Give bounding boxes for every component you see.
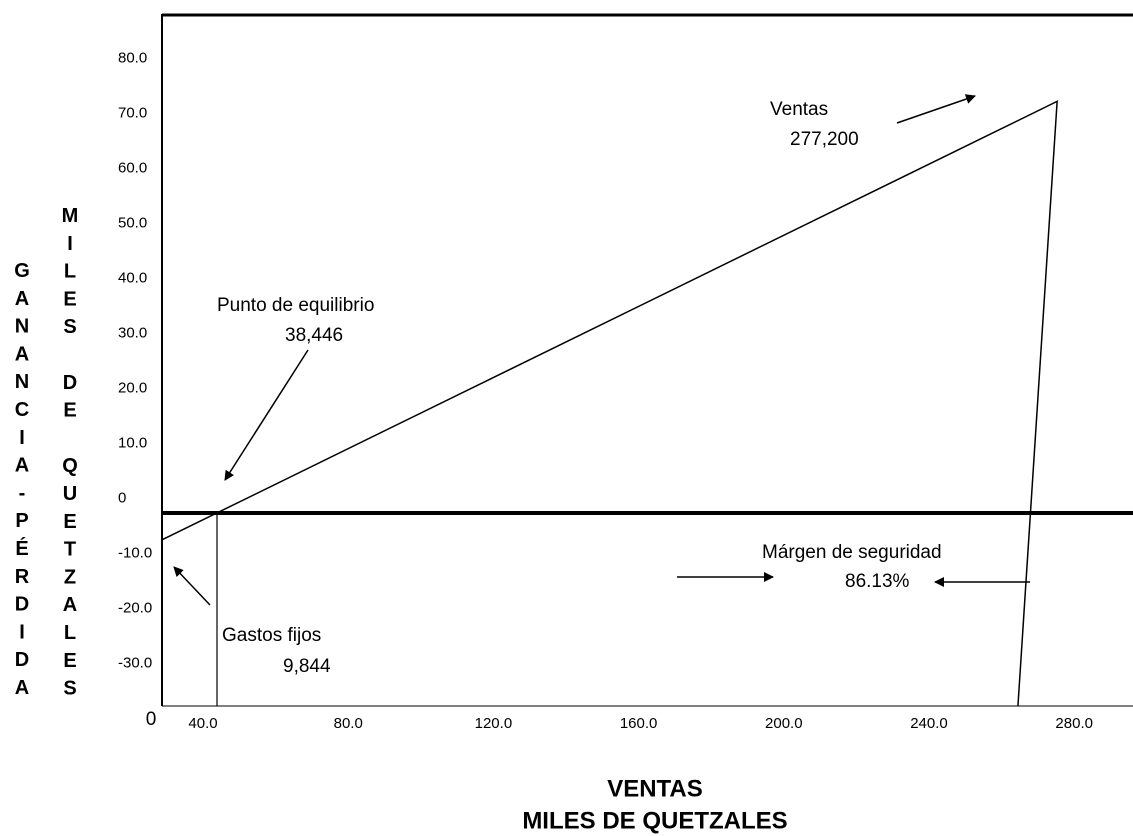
x-tick-label: 200.0 bbox=[765, 715, 803, 732]
frame bbox=[161, 13, 1133, 707]
y-tick-label: -20.0 bbox=[118, 600, 152, 617]
y-tick-label: 60.0 bbox=[118, 159, 147, 176]
y-tick-label: -30.0 bbox=[118, 655, 152, 672]
x-tick-label: 240.0 bbox=[910, 715, 948, 732]
annotation: 38,446 bbox=[285, 325, 343, 346]
x-axis-subtitle: MILES DE QUETZALES bbox=[522, 807, 787, 834]
annotation: Gastos fijos bbox=[222, 625, 321, 646]
annotation: 277,200 bbox=[790, 129, 859, 150]
annotation: 9,844 bbox=[283, 656, 331, 677]
annotation: Ventas bbox=[770, 99, 828, 120]
x-tick-label: 280.0 bbox=[1055, 715, 1093, 732]
y-tick-label: 20.0 bbox=[118, 380, 147, 397]
y-tick-label: 70.0 bbox=[118, 104, 147, 121]
x-tick-label: 120.0 bbox=[475, 715, 513, 732]
origin-label: 0 bbox=[146, 709, 157, 730]
y-tick-label: 80.0 bbox=[118, 49, 147, 66]
y-tick-label: -10.0 bbox=[118, 545, 152, 562]
arrows bbox=[173, 94, 1030, 606]
y-tick-label: 30.0 bbox=[118, 325, 147, 342]
y-tick-label: 10.0 bbox=[118, 435, 147, 452]
x-tick-label: 40.0 bbox=[188, 715, 217, 732]
y-tick-label: 40.0 bbox=[118, 269, 147, 286]
x-axis-title: VENTAS bbox=[607, 775, 703, 802]
annotation: 86.13% bbox=[845, 571, 910, 592]
y-tick-label: 0 bbox=[118, 490, 126, 507]
x-tick-label: 160.0 bbox=[620, 715, 658, 732]
profit-line bbox=[161, 100, 1058, 707]
y-tick-label: 50.0 bbox=[118, 214, 147, 231]
x-tick-label: 80.0 bbox=[334, 715, 363, 732]
annotation: Márgen de seguridad bbox=[762, 542, 942, 563]
y-axis-title: G A N A N C I A -P É R D I D A bbox=[14, 260, 30, 699]
annotation: Punto de equilibrio bbox=[217, 295, 374, 316]
